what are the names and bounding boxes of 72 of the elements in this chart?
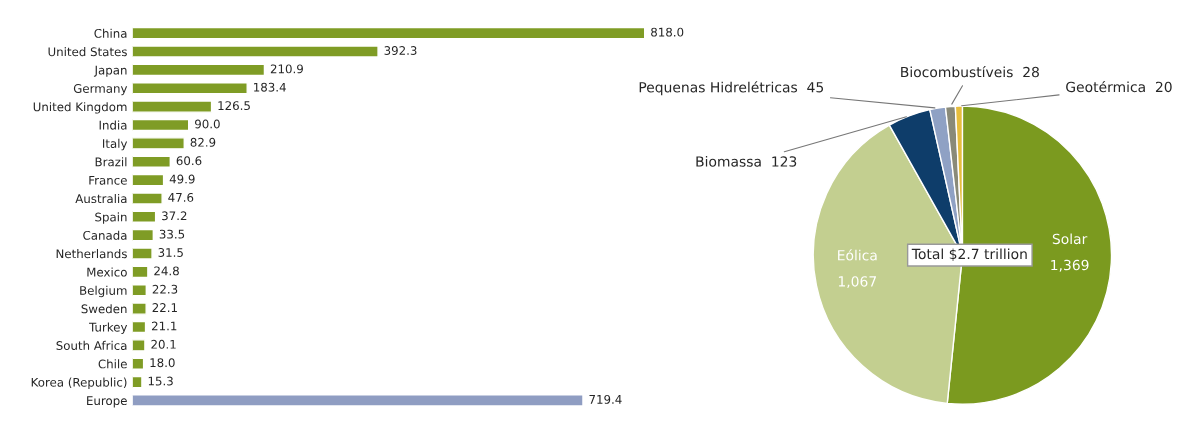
bar xyxy=(132,247,153,260)
bar xyxy=(132,118,190,132)
bar xyxy=(132,45,379,58)
slice-label: Solar xyxy=(1052,233,1088,245)
bar xyxy=(132,228,155,242)
bar xyxy=(132,210,157,224)
y-tick-label: Belgium xyxy=(80,285,127,298)
slice-label: Biocombustíveis 28 xyxy=(901,65,1039,78)
bar xyxy=(132,192,163,205)
y-tick-label: Australia xyxy=(75,193,127,204)
bar xyxy=(132,265,149,279)
data-label: 60.6 xyxy=(176,156,202,166)
data-label: 126.5 xyxy=(218,101,250,111)
y-tick-label: United Kingdom xyxy=(33,102,127,114)
bar xyxy=(132,155,171,168)
y-tick-label: Germany xyxy=(73,83,128,96)
bar xyxy=(132,26,646,40)
y-tick-label: Chile xyxy=(98,359,127,369)
data-label: 1,369 xyxy=(1051,259,1089,272)
bar xyxy=(132,320,147,334)
bar xyxy=(132,357,145,370)
data-label: 20.1 xyxy=(151,339,176,349)
y-tick-label: Brazil xyxy=(95,157,127,167)
data-label: 90.0 xyxy=(195,119,220,129)
y-tick-label: China xyxy=(94,28,127,38)
y-tick-label: India xyxy=(99,120,127,130)
data-label: 392.3 xyxy=(384,46,417,55)
bar xyxy=(132,173,165,187)
bar xyxy=(132,339,146,352)
bar xyxy=(132,100,213,113)
data-label: 31.5 xyxy=(158,248,183,257)
data-label: 37.2 xyxy=(162,211,187,221)
bar xyxy=(132,302,147,315)
data-label: 33.5 xyxy=(159,229,185,239)
bar xyxy=(132,63,266,77)
bar xyxy=(132,82,248,95)
bar xyxy=(132,284,147,297)
data-label: 21.1 xyxy=(151,321,177,331)
slice-label: Geotérmica 20 xyxy=(1066,80,1172,93)
data-label: 82.9 xyxy=(190,137,216,147)
y-tick-label: Netherlands xyxy=(56,249,127,259)
y-tick-label: Europe xyxy=(87,396,127,408)
data-label: 49.9 xyxy=(169,174,195,184)
data-label: 24.8 xyxy=(154,266,179,276)
y-tick-label: Sweden xyxy=(81,304,127,314)
data-label: 18.0 xyxy=(150,358,175,368)
slice-label: Pequenas Hidrelétricas 45 xyxy=(639,81,824,96)
data-label: 47.6 xyxy=(168,192,194,202)
slice-label: Biomassa 123 xyxy=(696,155,797,167)
data-label: 1,067 xyxy=(838,276,876,289)
data-label: 719.4 xyxy=(589,394,622,404)
y-tick-label: Japan xyxy=(93,65,127,77)
y-tick-label: Italy xyxy=(103,138,128,151)
y-tick-label: Mexico xyxy=(87,267,127,277)
data-label: 210.9 xyxy=(270,64,303,74)
y-tick-label: United States xyxy=(48,47,127,57)
y-tick-label: Spain xyxy=(95,212,127,224)
data-label: 22.3 xyxy=(152,284,178,294)
bar xyxy=(132,375,143,389)
data-label: 15.3 xyxy=(148,376,173,386)
data-label: 183.4 xyxy=(254,82,286,92)
y-tick-label: Canada xyxy=(83,230,127,240)
text: Total $2.7 trillion xyxy=(911,248,1027,262)
bar xyxy=(132,137,185,150)
y-tick-label: Korea (Republic) xyxy=(31,377,127,390)
y-tick-label: France xyxy=(89,175,127,185)
y-tick-label: Turkey xyxy=(89,322,128,334)
data-label: 818.0 xyxy=(651,27,684,37)
slice-label: Eólica xyxy=(838,249,877,261)
y-tick-label: South Africa xyxy=(56,340,127,350)
data-label: 22.1 xyxy=(152,303,177,312)
bar xyxy=(132,394,584,407)
